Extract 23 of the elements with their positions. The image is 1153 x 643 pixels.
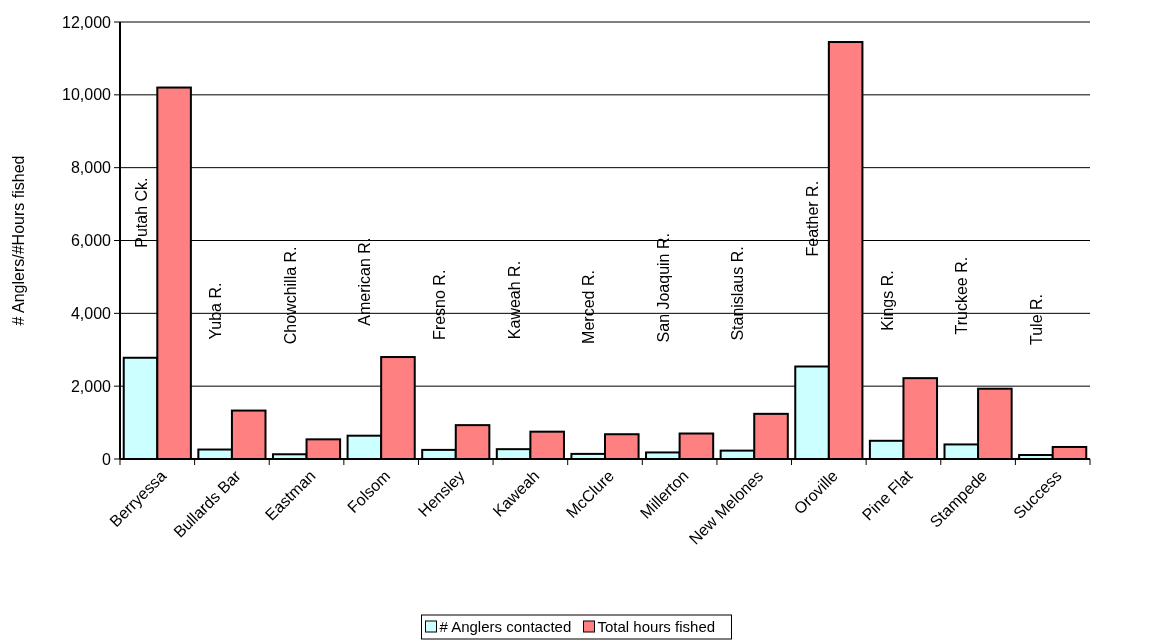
y-tick-label: 0 [102, 450, 112, 468]
annotation: Kings R. [878, 270, 896, 331]
annotation: Yuba R. [207, 282, 225, 340]
y-tick-label: 4,000 [70, 304, 112, 322]
y-tick-label: 12,000 [62, 13, 112, 31]
annotation: Merced R. [580, 270, 598, 344]
annotation: Putah Ck. [132, 177, 150, 248]
y-axis-title: # Anglers/#Hours fished [10, 155, 27, 326]
annotation: Stanislaus R. [729, 246, 747, 341]
x-tick-label: Pine Flat [858, 466, 916, 524]
y-tick-label: 10,000 [62, 86, 112, 104]
legend-label: # Anglers contacted [439, 618, 572, 636]
y-tick-label: 8,000 [70, 159, 112, 177]
annotation: Kaweah R. [505, 260, 523, 340]
annotation: Feather R. [804, 180, 822, 257]
y-tick-label: 2,000 [70, 377, 112, 395]
annotation: American R. [356, 237, 374, 326]
annotation: Truckee R. [953, 256, 971, 335]
annotation: Chowchilla R. [281, 246, 299, 345]
y-tick-label: 6,000 [70, 232, 112, 250]
annotation: Fresno R. [430, 269, 448, 340]
annotation: Tule R. [1027, 294, 1045, 345]
legend-label: Total hours fished [597, 618, 716, 636]
